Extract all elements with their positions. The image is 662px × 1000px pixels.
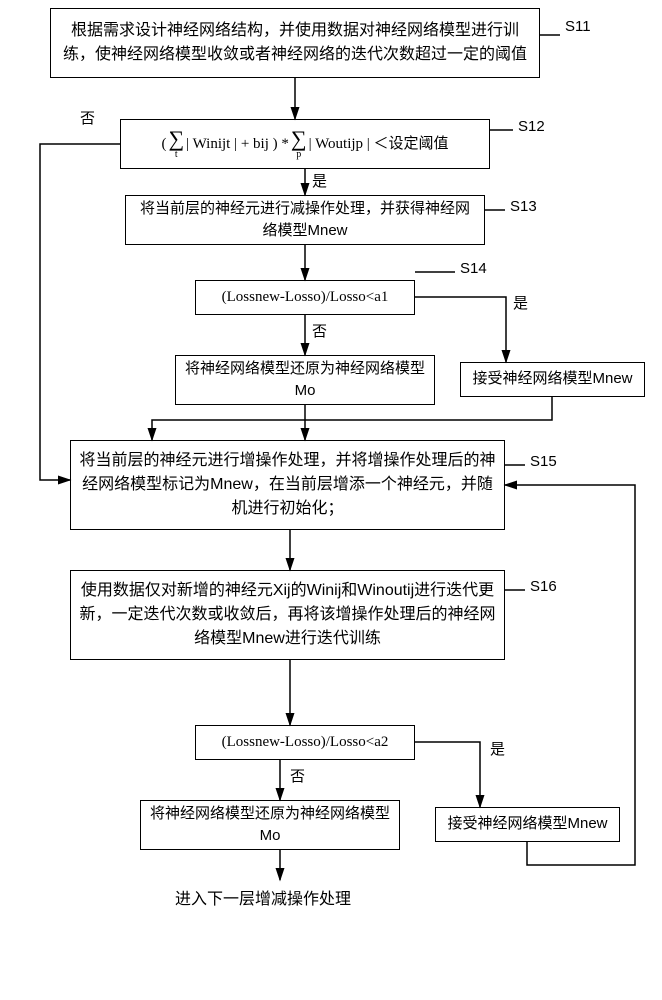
node-s17-yes-text: 接受神经网络模型Mnew	[447, 813, 607, 836]
node-s13-text: 将当前层的神经元进行减操作处理，并获得神经网络模型Mnew	[134, 198, 476, 243]
node-s14-yes: 接受神经网络模型Mnew	[460, 362, 645, 397]
edge-label-s14-yes: 是	[513, 292, 528, 313]
node-s17-yes: 接受神经网络模型Mnew	[435, 807, 620, 842]
node-s11: 根据需求设计神经网络结构，并使用数据对神经网络模型进行训练，使神经网络模型收敛或…	[50, 8, 540, 78]
edge-label-s12-yes: 是	[312, 170, 327, 191]
label-s16: S16	[530, 578, 557, 595]
label-s15: S15	[530, 453, 557, 470]
label-s12: S12	[518, 118, 545, 135]
node-s17-no-text: 将神经网络模型还原为神经网络模型Mo	[149, 803, 391, 848]
edge-label-s17-yes: 是	[490, 738, 505, 759]
label-s11: S11	[565, 18, 591, 35]
node-s15: 将当前层的神经元进行增操作处理，并将增操作处理后的神经网络模型标记为Mnew，在…	[70, 440, 505, 530]
label-s14: S14	[460, 260, 487, 277]
node-s12-text: (∑t | Winijt | + bij ) * ∑p | Woutijp | …	[161, 128, 448, 160]
node-s16-text: 使用数据仅对新增的神经元Xij的Winij和Winoutij进行迭代更新，一定迭…	[79, 579, 496, 651]
node-s14-no: 将神经网络模型还原为神经网络模型Mo	[175, 355, 435, 405]
node-s17: (Lossnew-Losso)/Losso<a2	[195, 725, 415, 760]
node-s14: (Lossnew-Losso)/Losso<a1	[195, 280, 415, 315]
node-s14-no-text: 将神经网络模型还原为神经网络模型Mo	[184, 358, 426, 403]
node-s14-yes-text: 接受神经网络模型Mnew	[472, 368, 632, 391]
node-s12: (∑t | Winijt | + bij ) * ∑p | Woutijp | …	[120, 119, 490, 169]
label-s13: S13	[510, 198, 537, 215]
node-s14-text: (Lossnew-Losso)/Losso<a1	[222, 286, 389, 309]
edge-label-s14-no: 否	[312, 320, 327, 341]
node-s11-text: 根据需求设计神经网络结构，并使用数据对神经网络模型进行训练，使神经网络模型收敛或…	[59, 19, 531, 67]
node-s17-text: (Lossnew-Losso)/Losso<a2	[222, 731, 389, 754]
edge-label-s12-no: 否	[80, 107, 95, 128]
bottom-text: 进入下一层增减操作处理	[175, 885, 351, 909]
node-s16: 使用数据仅对新增的神经元Xij的Winij和Winoutij进行迭代更新，一定迭…	[70, 570, 505, 660]
node-s17-no: 将神经网络模型还原为神经网络模型Mo	[140, 800, 400, 850]
edge-label-s17-no: 否	[290, 765, 305, 786]
node-s15-text: 将当前层的神经元进行增操作处理，并将增操作处理后的神经网络模型标记为Mnew，在…	[79, 449, 496, 521]
node-s13: 将当前层的神经元进行减操作处理，并获得神经网络模型Mnew	[125, 195, 485, 245]
